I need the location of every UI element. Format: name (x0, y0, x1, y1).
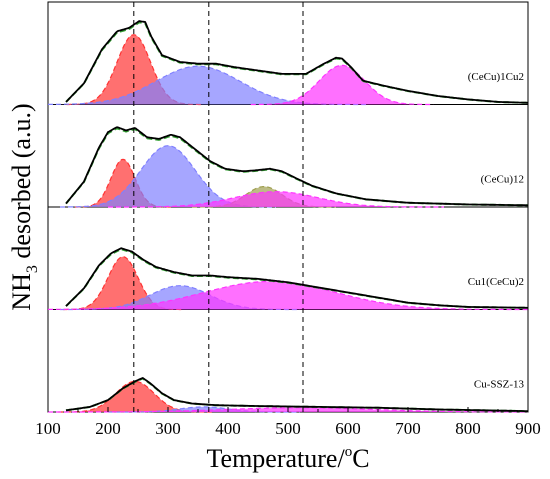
panel-label: Cu-SSZ-13 (474, 378, 525, 390)
measured-tpd-line (65, 20, 528, 104)
panel-3: Cu1(CeCu)2 (48, 247, 528, 311)
measured-tpd-line (65, 126, 528, 207)
fit-peak-magenta-area (250, 65, 434, 105)
fit-peak-red-outline (66, 34, 201, 106)
fit-peak-magenta-area (108, 191, 444, 207)
x-axis-title-degree: o (345, 444, 353, 460)
fit-peak-magenta-outline (108, 191, 444, 208)
x-tick-label: 600 (335, 419, 361, 438)
fit-peak-magenta-area (48, 281, 528, 310)
panel-label: (CeCu)12 (481, 173, 524, 185)
x-tick-label: 300 (155, 419, 181, 438)
x-tick-label: 200 (95, 419, 121, 438)
x-tick-label: 400 (215, 419, 241, 438)
x-tick-label: 700 (395, 419, 421, 438)
panel-label: (CeCu)1Cu2 (468, 71, 524, 83)
x-axis-title: Temperature/oC (206, 444, 369, 473)
fit-peak-blue-area (60, 285, 300, 310)
panel-2: (CeCu)12 (48, 126, 528, 208)
x-tick-label: 100 (35, 419, 61, 438)
panel-4: Cu-SSZ-13 (48, 376, 529, 413)
fit-peak-blue-area (60, 145, 276, 207)
x-tick-label: 800 (455, 419, 481, 438)
x-tick-label: 500 (275, 419, 301, 438)
fit-peak-blue-area (48, 66, 366, 105)
measured-tpd-line (65, 247, 528, 309)
measured-tpd-line (65, 376, 528, 412)
x-tick-label: 900 (515, 419, 541, 438)
panel-label: Cu1(CeCu)2 (468, 276, 524, 288)
fit-peak-magenta-outline (250, 64, 434, 106)
y-axis-title: NH3 desorbed (a.u.) (7, 103, 41, 310)
fit-peak-red-area (58, 381, 212, 412)
fit-peak-red-area (75, 159, 171, 207)
fit-peak-red-area (63, 256, 183, 310)
fit-peak-blue-area (108, 406, 300, 412)
panel-1: (CeCu)1Cu2 (48, 20, 528, 106)
